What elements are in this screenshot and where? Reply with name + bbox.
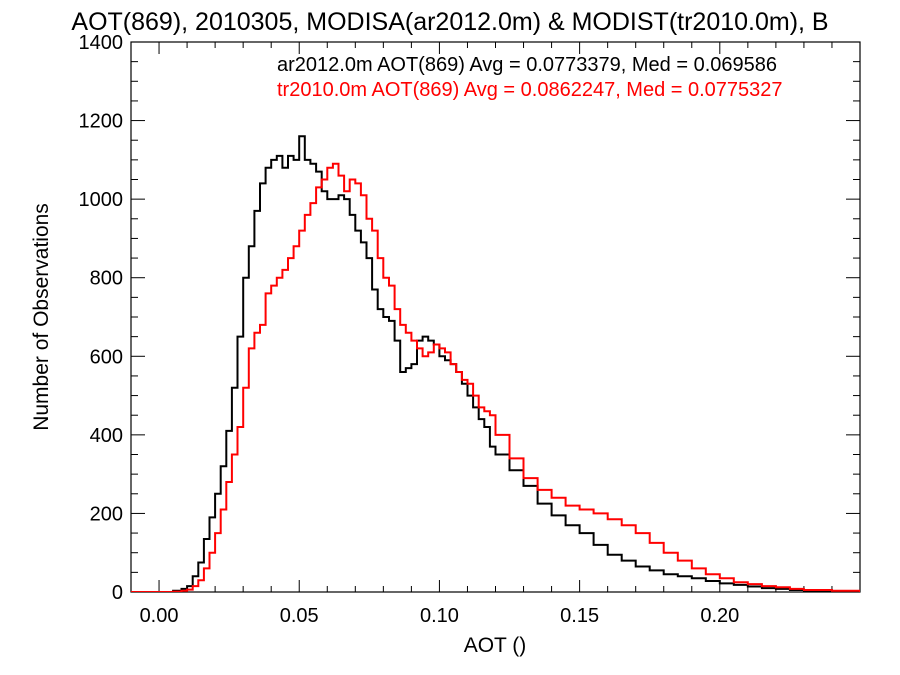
y-axis-label: Number of Observations (30, 203, 53, 431)
y-tick-label: 400 (90, 425, 123, 447)
x-axis-label: AOT () (464, 634, 527, 657)
axes-frame (130, 41, 861, 593)
y-tick-label: 200 (90, 503, 123, 525)
x-tick-label: 0.00 (140, 605, 179, 627)
series-black-histogram (131, 135, 860, 592)
stats-annotation: ar2012.0m AOT(869) Avg = 0.0773379, Med … (277, 54, 777, 76)
y-tick-label: 0 (112, 582, 123, 604)
y-tick-label: 1000 (79, 189, 124, 211)
y-tick-label: 1400 (79, 32, 124, 54)
x-tick-label: 0.15 (560, 605, 599, 627)
x-tick-label: 0.10 (420, 605, 459, 627)
plot-area: 0.00 0.05 0.10 0.15 0.20 0 200 400 600 800 1000 120… (79, 32, 861, 627)
y-tick-label: 800 (90, 268, 123, 290)
stats-annotation: tr2010.0m AOT(869) Avg = 0.0862247, Med … (277, 79, 783, 101)
series-red-histogram (131, 162, 860, 592)
x-tick-label: 0.05 (280, 605, 319, 627)
y-tick-label: 1200 (79, 111, 124, 133)
chart-title: AOT(869), 2010305, MODISA(ar2012.0m) & M… (71, 8, 828, 36)
x-tick-label: 0.20 (700, 605, 739, 627)
y-tick-label: 600 (90, 346, 123, 368)
